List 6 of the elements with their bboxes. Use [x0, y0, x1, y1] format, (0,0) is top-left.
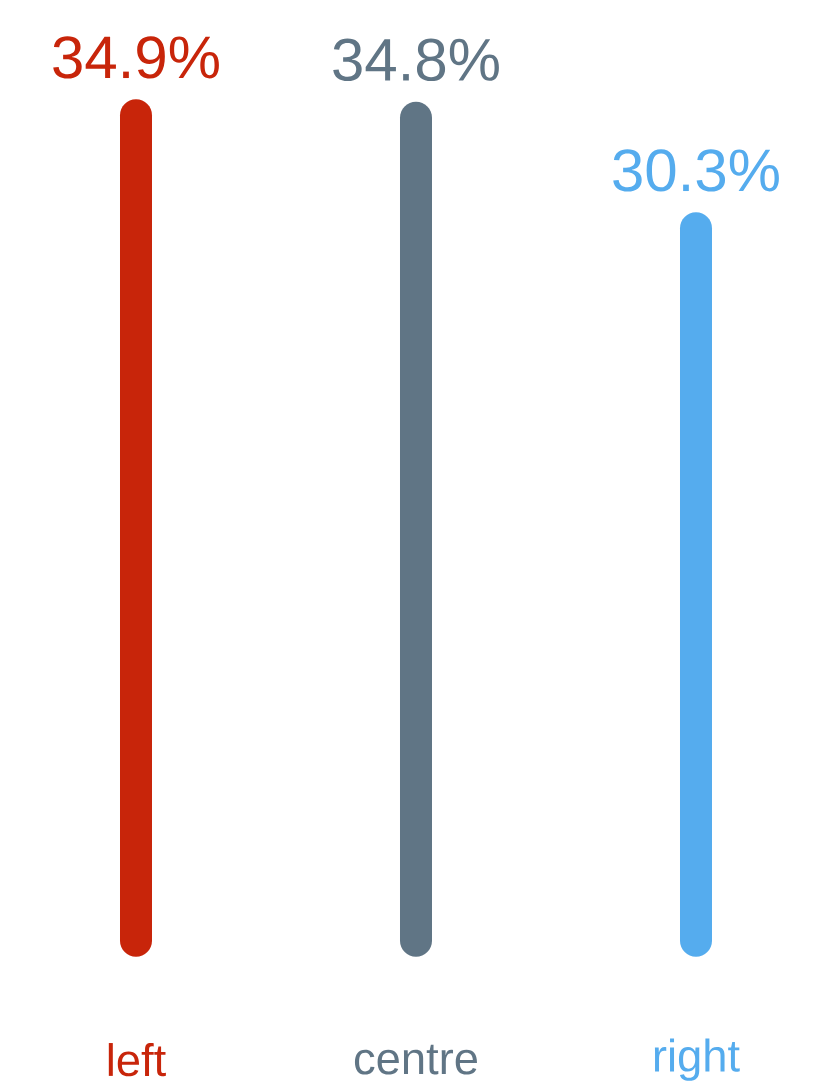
x-tick-label: centre — [354, 1044, 477, 1075]
x-tick-label: right — [654, 1038, 740, 1081]
data-label: 34.9% — [53, 36, 219, 79]
data-label: 30.3% — [613, 149, 779, 192]
data-label: 34.8% — [333, 38, 499, 82]
x-tick-label: left — [108, 1043, 166, 1077]
